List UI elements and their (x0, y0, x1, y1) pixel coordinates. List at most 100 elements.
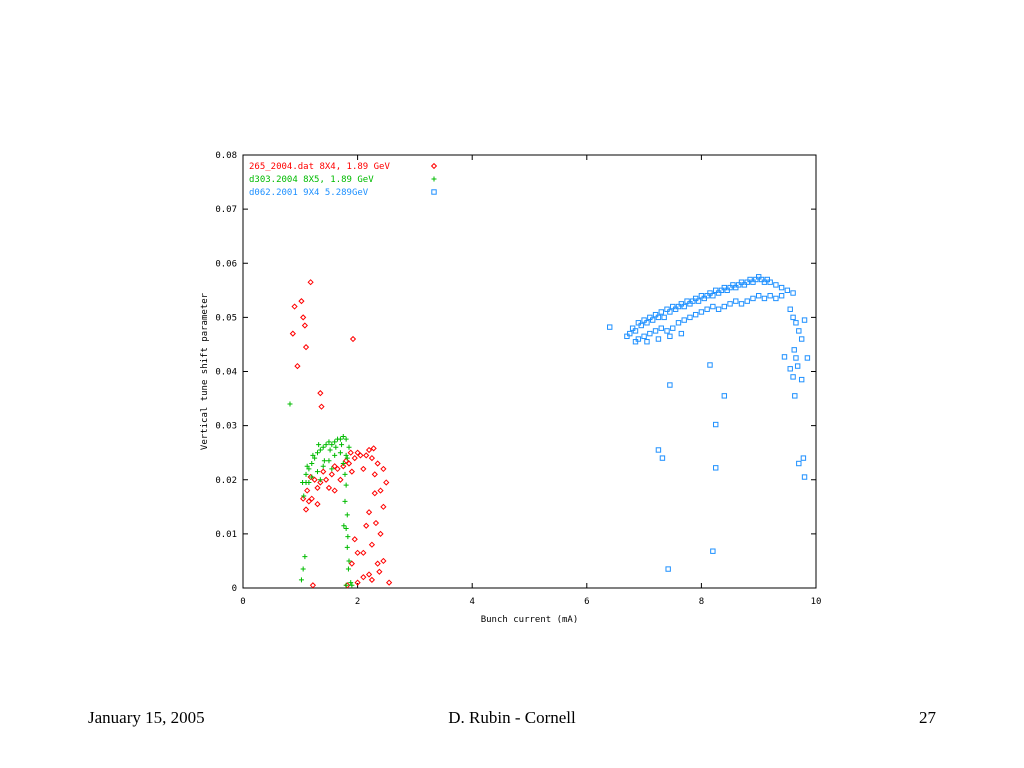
data-point (681, 317, 687, 323)
data-point (329, 442, 335, 448)
data-point (773, 282, 779, 288)
data-point (738, 301, 745, 307)
data-point (308, 495, 315, 502)
data-point (360, 549, 367, 556)
data-point (773, 295, 779, 302)
data-point (289, 330, 296, 337)
data-point (784, 287, 791, 294)
data-point (301, 322, 308, 329)
data-point (386, 579, 393, 586)
data-point (346, 444, 352, 450)
data-point (363, 452, 370, 459)
data-point (801, 474, 808, 480)
data-point (312, 455, 318, 461)
data-point (345, 534, 351, 540)
data-point (670, 325, 676, 331)
data-point (787, 306, 793, 312)
data-point (311, 476, 318, 483)
data-point (744, 298, 750, 304)
data-point (644, 339, 650, 345)
data-point (738, 279, 745, 285)
data-point (778, 284, 785, 291)
legend-marker (431, 176, 437, 182)
data-point (655, 314, 662, 321)
data-point (374, 460, 381, 467)
data-point (713, 465, 719, 471)
data-point (707, 362, 713, 368)
data-point (787, 366, 793, 372)
data-point (370, 445, 377, 452)
data-point (344, 544, 350, 550)
data-point (365, 446, 373, 454)
data-point (343, 452, 349, 458)
data-point (721, 393, 728, 399)
data-point (672, 306, 679, 312)
legend: 265_2004.dat 8X4, 1.89 GeV d303.2004 8X5,… (249, 162, 438, 198)
data-point (303, 471, 309, 477)
data-point (607, 324, 613, 330)
data-point (307, 279, 314, 286)
y-tick-label: 0.06 (215, 259, 237, 269)
data-point (727, 301, 733, 307)
data-point (331, 487, 338, 494)
data-point (667, 382, 673, 388)
data-point (377, 530, 384, 537)
data-point (294, 362, 301, 370)
series-3 (607, 274, 811, 572)
data-point (632, 328, 639, 334)
data-point (380, 557, 387, 565)
data-point (710, 303, 716, 310)
data-point (332, 439, 338, 445)
data-point (753, 276, 759, 283)
series-2 (287, 401, 355, 588)
y-tick-label: 0 (232, 584, 237, 594)
data-point (348, 580, 354, 586)
data-point (704, 306, 710, 312)
scatter-chart: 0 2 4 6 8 10 0 0.01 0.02 0.03 0.04 0.05 0.06 0.07 0.0… (200, 151, 821, 625)
data-point (340, 461, 346, 467)
data-point (322, 476, 330, 483)
legend-marker (430, 162, 438, 170)
data-point (798, 376, 805, 383)
data-point (638, 322, 644, 329)
data-point (306, 466, 312, 472)
data-point (300, 314, 307, 321)
data-point (652, 311, 659, 318)
data-point (298, 298, 305, 305)
data-point (664, 328, 670, 334)
data-point (340, 433, 346, 439)
data-point (380, 503, 387, 510)
data-point (721, 303, 728, 310)
data-point (371, 471, 378, 478)
data-point (371, 490, 378, 497)
data-point (368, 541, 376, 548)
data-point (325, 484, 333, 491)
data-point (302, 344, 310, 351)
data-point (349, 582, 355, 588)
data-point (344, 512, 350, 518)
footer-author: D. Rubin - Cornell (448, 708, 576, 727)
data-point (314, 484, 321, 491)
data-point (348, 560, 355, 567)
legend-marker (431, 189, 437, 195)
data-point (368, 576, 376, 583)
data-point (354, 579, 361, 586)
data-point (667, 309, 673, 315)
data-point (730, 282, 736, 288)
data-point (659, 455, 666, 461)
data-point (647, 330, 653, 337)
data-point (687, 314, 693, 321)
data-point (750, 295, 756, 302)
data-point (627, 330, 633, 337)
x-axis-label: Bunch current (mA) (481, 615, 579, 625)
legend-label: d303.2004 8X5, 1.89 GeV (249, 175, 374, 185)
x-tick-label: 0 (240, 597, 245, 607)
data-point (644, 320, 650, 326)
y-tick-label: 0.05 (215, 313, 237, 323)
y-tick-label: 0.08 (215, 151, 237, 161)
data-point (761, 295, 768, 302)
data-point (704, 293, 710, 299)
data-point (793, 320, 799, 326)
data-point (801, 317, 808, 323)
data-point (300, 566, 306, 572)
